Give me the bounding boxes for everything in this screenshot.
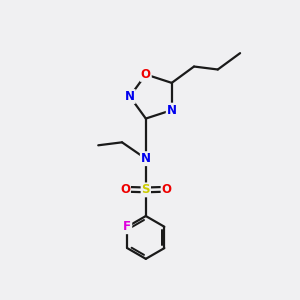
Text: S: S (142, 183, 150, 196)
Text: O: O (141, 68, 151, 81)
Text: O: O (162, 183, 172, 196)
Text: N: N (141, 152, 151, 165)
Text: F: F (123, 220, 131, 233)
Text: O: O (120, 183, 130, 196)
Text: N: N (125, 90, 135, 103)
Text: N: N (167, 103, 177, 117)
